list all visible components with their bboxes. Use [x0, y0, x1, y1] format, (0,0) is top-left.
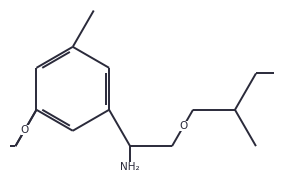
- Text: NH₂: NH₂: [120, 162, 140, 172]
- Text: O: O: [179, 121, 188, 131]
- Text: O: O: [21, 125, 29, 135]
